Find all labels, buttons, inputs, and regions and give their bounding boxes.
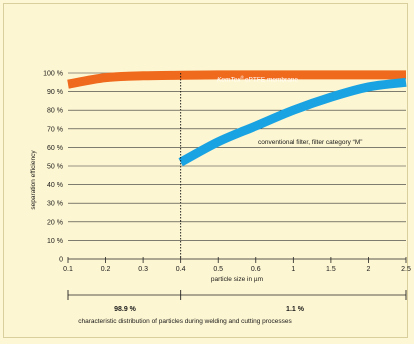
distribution-bar xyxy=(67,290,407,300)
y-tick-label: 60 % xyxy=(47,145,63,152)
x-tick-labels: 0.1 0.2 0.3 0.4 0.5 0.6 1 1.5 2 2.5 xyxy=(63,266,411,273)
x-tick-label: 0.6 xyxy=(251,266,261,273)
y-tick-label: 40 % xyxy=(47,182,63,189)
y-tick-label: 70 % xyxy=(47,126,63,133)
series-curve-membrane xyxy=(67,70,406,89)
x-axis-label: particle size in µm xyxy=(211,276,263,283)
series-label-membrane-mark: ® xyxy=(241,74,245,80)
x-tick-label: 2.5 xyxy=(401,266,411,273)
distribution-value-fine: 98.9 % xyxy=(114,306,137,313)
x-tick-label: 0.3 xyxy=(138,266,148,273)
y-tick-label: 20 % xyxy=(47,219,63,226)
y-tick-label: 50 % xyxy=(47,164,63,171)
series-label-membrane: KemTex®ePTFE membrane xyxy=(217,74,298,84)
x-tick-label: 0.2 xyxy=(101,266,111,273)
series-label-membrane-name: ePTFE membrane xyxy=(245,77,298,84)
series-label-membrane-prefix: KemTex xyxy=(217,77,241,84)
x-tick-label: 0.5 xyxy=(213,266,223,273)
y-tick-label: 10 % xyxy=(47,238,63,245)
x-tick-label: 0.4 xyxy=(176,266,186,273)
y-axis-label: separation efficiency xyxy=(30,150,37,210)
y-tick-label: 90 % xyxy=(47,89,63,96)
axes xyxy=(67,257,407,263)
x-tick-label: 0.1 xyxy=(63,266,73,273)
series-curve-conventional xyxy=(178,77,407,167)
y-tick-label: 80 % xyxy=(47,108,63,115)
distribution-caption: characteristic distribution of particles… xyxy=(78,318,292,325)
y-tick-label: 100 % xyxy=(43,71,63,78)
y-tick-label: 30 % xyxy=(47,201,63,208)
chart-frame xyxy=(3,3,408,338)
y-tick-label: 0 xyxy=(59,257,63,264)
x-tick-label: 2 xyxy=(366,266,370,273)
series-layer xyxy=(67,70,407,167)
x-tick-label: 1 xyxy=(291,266,295,273)
y-tick-labels: 0 10 % 20 % 30 % 40 % 50 % 60 % 70 % 80 % 90 % 100… xyxy=(43,71,63,264)
distribution-value-coarse: 1.1 % xyxy=(286,306,305,313)
series-label-conventional: conventional filter, filter category “M” xyxy=(258,139,362,146)
x-tick-label: 1.5 xyxy=(326,266,336,273)
grid-lines xyxy=(68,72,406,241)
